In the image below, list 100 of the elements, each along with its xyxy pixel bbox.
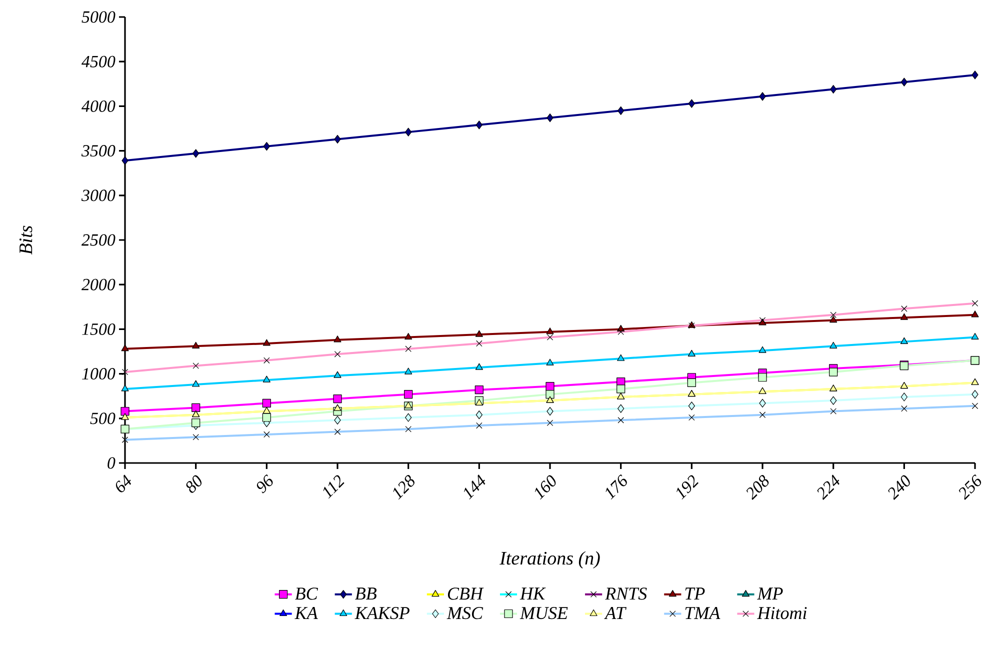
point	[404, 390, 413, 399]
point	[546, 406, 554, 416]
point	[688, 350, 696, 356]
point	[546, 113, 554, 122]
point	[972, 390, 978, 399]
x-tick-label: 176	[606, 474, 627, 500]
point	[475, 330, 483, 337]
legend-label: Hitomi	[757, 607, 807, 620]
x-tick-label: 128	[393, 475, 414, 500]
point	[122, 156, 128, 165]
point	[688, 99, 695, 108]
point	[120, 406, 130, 416]
x-tick-label: 80	[186, 475, 202, 493]
point	[476, 120, 482, 130]
point	[192, 403, 200, 412]
point	[758, 346, 766, 353]
point	[334, 416, 341, 424]
point	[687, 378, 696, 388]
point	[830, 396, 837, 405]
point	[546, 358, 554, 366]
x-axis-title: Iterations (n)	[500, 551, 600, 569]
point	[262, 376, 270, 382]
point	[900, 337, 908, 344]
x-tick-label: 112	[323, 475, 344, 499]
point	[900, 313, 908, 320]
legend-label: HK	[520, 588, 546, 600]
point	[404, 368, 412, 374]
x-tick-label: 208	[746, 475, 769, 500]
y-tick-label: 4000	[82, 100, 116, 112]
point	[405, 413, 412, 422]
point	[334, 371, 342, 378]
point	[546, 390, 554, 399]
point	[617, 354, 625, 361]
point	[192, 342, 200, 348]
point	[830, 342, 838, 348]
x-tick-label: 240	[888, 475, 910, 500]
point	[829, 368, 838, 376]
x-tick-label: 160	[534, 475, 556, 500]
y-tick-label: 5000	[82, 11, 116, 23]
legend-label: KA	[294, 607, 318, 619]
point	[404, 332, 412, 340]
point	[262, 413, 271, 422]
point	[405, 128, 412, 136]
y-tick-label: 4500	[82, 56, 116, 68]
point	[121, 384, 129, 392]
point	[192, 380, 200, 387]
y-tick-label: 0	[108, 457, 116, 469]
point	[334, 134, 341, 144]
point	[262, 339, 270, 346]
y-axis-title: Bits	[19, 226, 32, 255]
point	[263, 142, 270, 151]
legend-label: AT	[604, 607, 627, 619]
point	[616, 384, 626, 394]
legend-label: MUSE	[520, 607, 568, 620]
point	[192, 149, 200, 158]
y-tick-label: 500	[90, 412, 116, 424]
point	[618, 106, 624, 115]
point	[475, 363, 483, 370]
legend-label: BB	[355, 588, 376, 600]
point	[546, 328, 554, 334]
legend-label: MP	[757, 588, 783, 600]
legend-label: TP	[685, 588, 705, 600]
point	[972, 70, 978, 80]
x-tick-label: 144	[464, 474, 486, 500]
point	[262, 398, 271, 408]
point	[759, 92, 766, 101]
point	[476, 410, 482, 420]
point	[971, 310, 979, 318]
point	[830, 316, 838, 323]
legend-label: BC	[295, 588, 318, 600]
y-tick-label: 3500	[81, 145, 116, 157]
point	[192, 418, 200, 428]
legend-label: MSC	[446, 607, 484, 620]
point	[900, 392, 908, 402]
x-tick-label: 192	[676, 475, 698, 500]
point	[121, 344, 129, 352]
x-tick-label: 64	[116, 474, 132, 492]
point	[474, 386, 484, 394]
point	[900, 78, 908, 86]
point	[546, 382, 554, 391]
legend-label: TMA	[685, 607, 720, 619]
point	[334, 336, 342, 342]
point	[333, 394, 342, 404]
legend-label: KAKSP	[354, 607, 410, 620]
x-tick-label: 224	[817, 474, 840, 500]
x-tick-label: 256	[958, 474, 982, 500]
y-tick-label: 1500	[82, 323, 116, 335]
y-tick-label: 2500	[81, 234, 116, 246]
point	[758, 373, 767, 382]
y-tick-label: 3000	[81, 190, 116, 202]
legend-label: RNTS	[605, 588, 647, 600]
point	[759, 398, 766, 408]
y-tick-label: 2000	[81, 278, 116, 290]
legend-label: CBH	[448, 588, 484, 600]
point	[618, 404, 624, 413]
point	[971, 332, 979, 340]
point	[688, 402, 695, 410]
x-tick-label: 96	[256, 474, 273, 494]
y-tick-label: 1000	[82, 368, 116, 380]
point	[830, 84, 837, 94]
